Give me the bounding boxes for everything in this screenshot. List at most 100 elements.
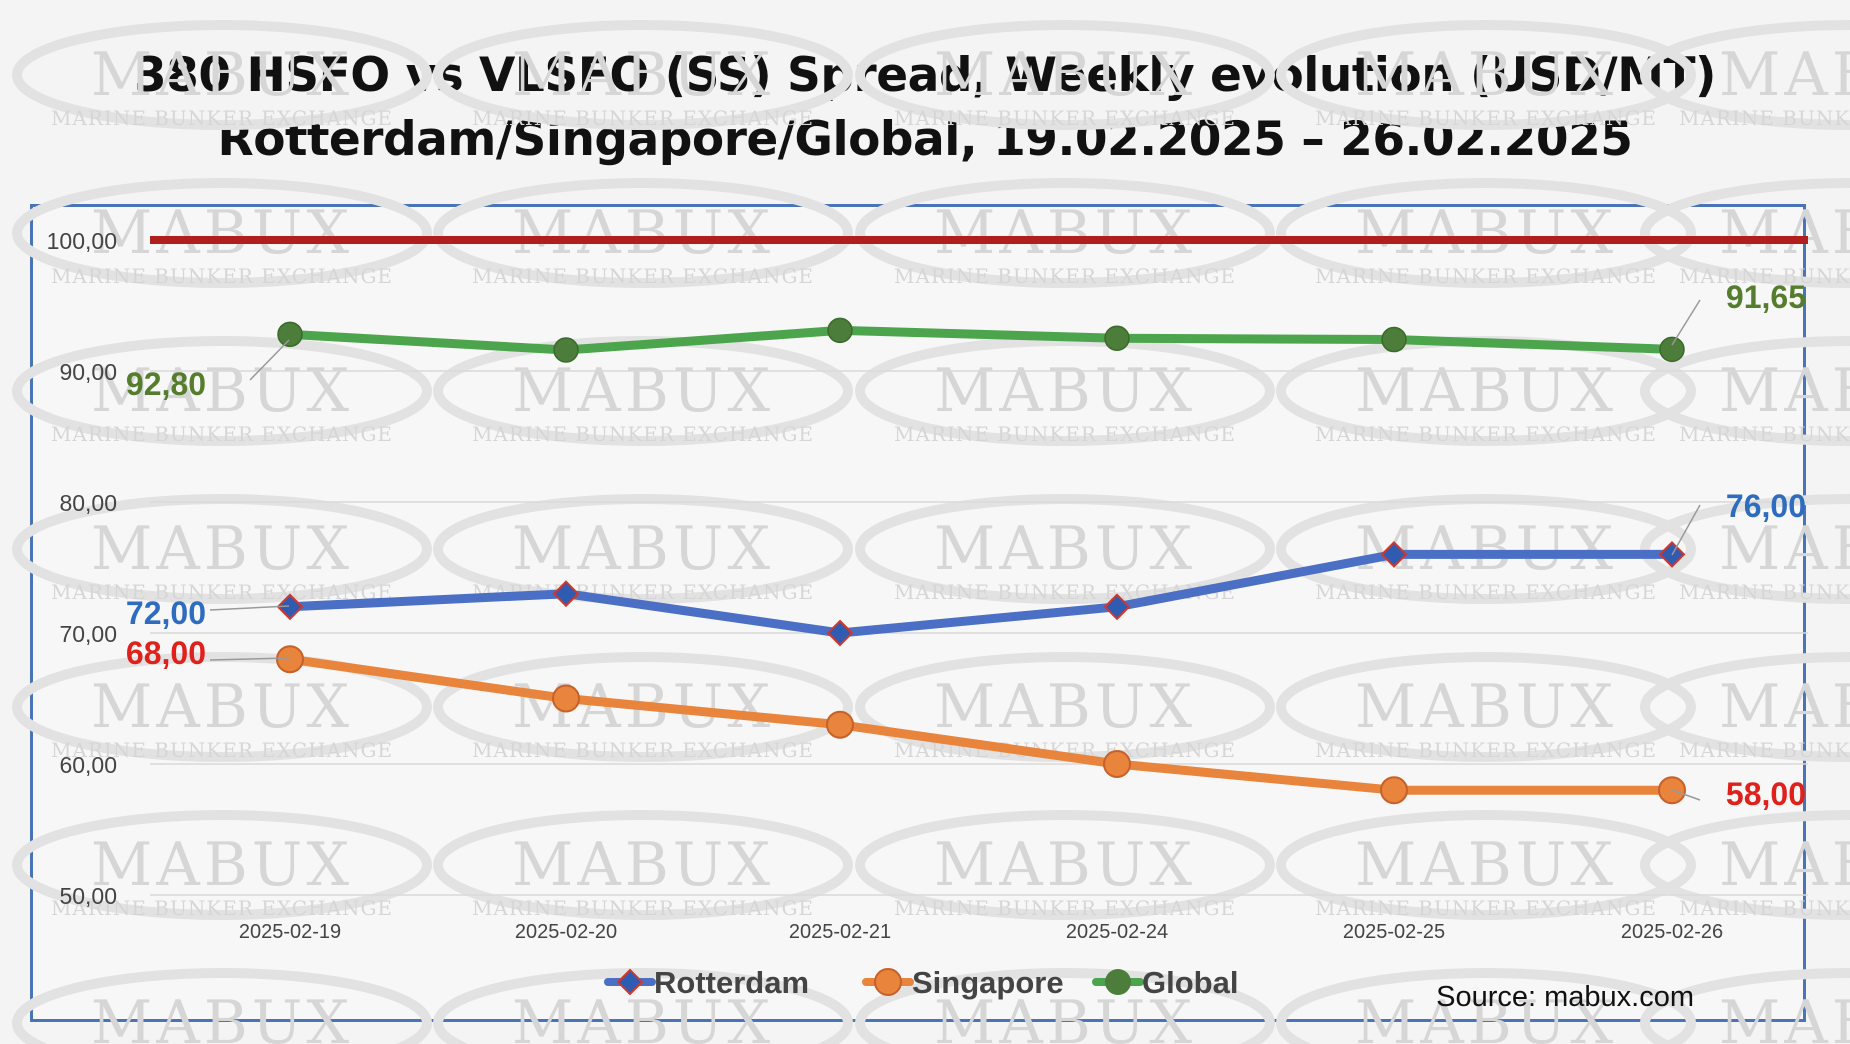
singapore-series-line (285, 654, 1677, 795)
rotterdam-point (1103, 593, 1131, 621)
watermark-text: MABUX (91, 40, 353, 110)
watermark-subtext: MARINE BUNKER EXCHANGE (51, 580, 393, 604)
data-label: 91,65 (1726, 279, 1806, 315)
watermark-subtext: MARINE BUNKER EXCHANGE (1315, 738, 1657, 762)
data-label: 68,00 (126, 635, 206, 671)
x-tick-label: 2025-02-20 (515, 921, 617, 943)
watermark-subtext: MARINE BUNKER EXCHANGE (472, 422, 814, 446)
watermark-swoosh (12, 494, 432, 604)
y-tick-label: 60,00 (59, 752, 117, 778)
x-tick-label: 2025-02-24 (1066, 921, 1168, 943)
global-series-line (285, 325, 1677, 355)
singapore-point (276, 645, 304, 674)
legend-label: Global (1142, 965, 1238, 1000)
watermark-subtext: MARINE BUNKER EXCHANGE (894, 264, 1236, 288)
source-text: Source: mabux.com (1436, 981, 1694, 1013)
global-point (827, 317, 853, 344)
watermark-text: MABUX (934, 672, 1196, 742)
watermark-swoosh (1640, 494, 1850, 604)
watermark-swoosh (1640, 968, 1850, 1044)
watermark-swoosh (855, 968, 1275, 1044)
y-tick-label: 70,00 (59, 621, 117, 647)
watermark-text: MABUX (91, 356, 353, 426)
watermark-swoosh (1640, 810, 1850, 920)
legend-label: Singapore (912, 965, 1064, 1000)
singapore-point (1380, 776, 1408, 805)
y-tick-label: 50,00 (59, 883, 117, 909)
watermark-text: MABUX (91, 514, 353, 584)
watermark-subtext: MARINE BUNKER EXCHANGE (894, 106, 1236, 130)
watermark-text: MABUX (91, 988, 353, 1044)
watermark-swoosh (433, 20, 853, 130)
x-tick-label: 2025-02-26 (1621, 921, 1723, 943)
watermark-swoosh (12, 810, 432, 920)
y-tick-label: 80,00 (59, 490, 117, 516)
watermark-text: MABUX (934, 830, 1196, 900)
watermark-swoosh (1276, 652, 1696, 762)
watermark-swoosh (1276, 178, 1696, 288)
watermark-subtext: MARINE BUNKER EXCHANGE (1315, 106, 1657, 130)
y-axis: 50,00 60,00 70,00 80,00 90,00 100,00 (47, 228, 117, 909)
global-point (1659, 336, 1685, 363)
watermark-swoosh (12, 178, 432, 288)
rotterdam-point (1380, 540, 1408, 568)
watermark-subtext: MARINE BUNKER EXCHANGE (1679, 264, 1850, 288)
watermark-swoosh (855, 178, 1275, 288)
rotterdam-point (276, 593, 304, 621)
watermark-text: MABUX (1355, 830, 1617, 900)
watermark-swoosh (1640, 178, 1850, 288)
global-point (1381, 326, 1407, 353)
watermark-subtext: MARINE BUNKER EXCHANGE (1679, 580, 1850, 604)
watermark-subtext: MARINE BUNKER EXCHANGE (472, 106, 814, 130)
legend-item-global: Global (1092, 965, 1238, 1000)
watermark-swoosh (433, 178, 853, 288)
watermark-subtext: MARINE BUNKER EXCHANGE (1679, 422, 1850, 446)
data-label-leader (249, 339, 290, 381)
watermark-swoosh (1640, 20, 1850, 130)
watermark-swoosh (1276, 494, 1696, 604)
data-label: 58,00 (1726, 776, 1806, 812)
global-point (553, 337, 579, 363)
watermark-subtext: MARINE BUNKER EXCHANGE (894, 422, 1236, 446)
watermark-swoosh (433, 494, 853, 604)
watermark-swoosh (855, 810, 1275, 920)
global-point (1104, 325, 1130, 351)
watermark-text: MABUX (934, 198, 1196, 268)
watermark-subtext: MARINE BUNKER EXCHANGE (1315, 422, 1657, 446)
watermark-text: MABUX (934, 40, 1196, 110)
watermark-text: MABUX (1719, 988, 1850, 1044)
legend-marker (874, 968, 902, 996)
rotterdam-point (552, 580, 580, 608)
rotterdam-series-line (285, 549, 1677, 638)
watermark-swoosh (1640, 336, 1850, 446)
watermark-swoosh (855, 20, 1275, 130)
watermark-text: MABUX (1719, 514, 1850, 584)
x-tick-label: 2025-02-25 (1343, 921, 1445, 943)
watermark-subtext: MARINE BUNKER EXCHANGE (1679, 738, 1850, 762)
watermark-subtext: MARINE BUNKER EXCHANGE (51, 106, 393, 130)
singapore-point (552, 684, 580, 713)
singapore-point (1103, 750, 1131, 778)
watermark-swoosh (433, 652, 853, 762)
gridlines (150, 370, 1808, 896)
watermark-subtext: MARINE BUNKER EXCHANGE (472, 738, 814, 762)
legend-marker (1105, 969, 1131, 995)
y-tick-label: 100,00 (47, 228, 117, 254)
watermark-subtext: MARINE BUNKER EXCHANGE (1315, 264, 1657, 288)
